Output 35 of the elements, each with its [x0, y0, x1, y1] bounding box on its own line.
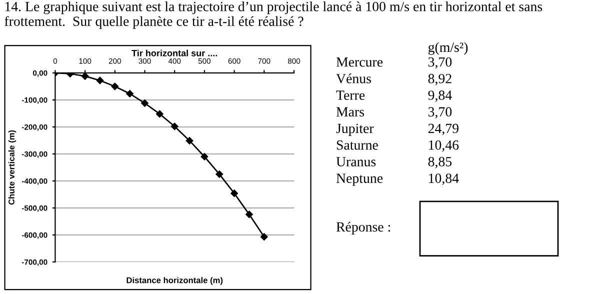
- text: Saturne: [336, 140, 378, 150]
- text: Réponse :: [336, 222, 390, 234]
- x-axis-title: Distance horizontale (m): [126, 277, 223, 285]
- point: [170, 122, 178, 130]
- point: [126, 90, 134, 98]
- point: [141, 100, 148, 107]
- point: [156, 110, 164, 118]
- text: 9,84: [428, 90, 452, 102]
- chart-title: Tir horizontal sur ....: [132, 50, 218, 56]
- point: [96, 76, 104, 84]
- point: [260, 233, 268, 240]
- text: 8,85: [428, 156, 452, 168]
- point: [246, 210, 253, 218]
- text: 3,70: [428, 107, 452, 119]
- text: Neptune: [336, 174, 383, 186]
- text: 14. Le graphique suivant est la trajectoire d’un projectile lancé à 100 m/s en tir horizontal et sans frottement. Sur quelle planète ce tir a-t-il été réalisé ?: [4, 1, 542, 29]
- text: Jupiter: [336, 124, 374, 136]
- point: [216, 170, 224, 178]
- text: 8,92: [428, 74, 452, 86]
- point: [81, 72, 89, 80]
- text: Terre: [336, 90, 365, 100]
- point: [200, 152, 208, 160]
- text: Vénus: [336, 74, 371, 84]
- point: [230, 190, 238, 197]
- text: Mars: [336, 107, 364, 117]
- point: [186, 137, 194, 144]
- point: [111, 82, 119, 90]
- y-axis-title: Chute verticale (m): [8, 130, 16, 205]
- text: Mercure: [336, 57, 383, 67]
- text: g(m/s²): [428, 42, 468, 55]
- text: 3,70: [428, 57, 452, 69]
- text: 10,84: [429, 174, 459, 185]
- text: 24,79: [428, 124, 458, 136]
- text: 10,46: [429, 140, 459, 152]
- text: Uranus: [336, 157, 376, 166]
